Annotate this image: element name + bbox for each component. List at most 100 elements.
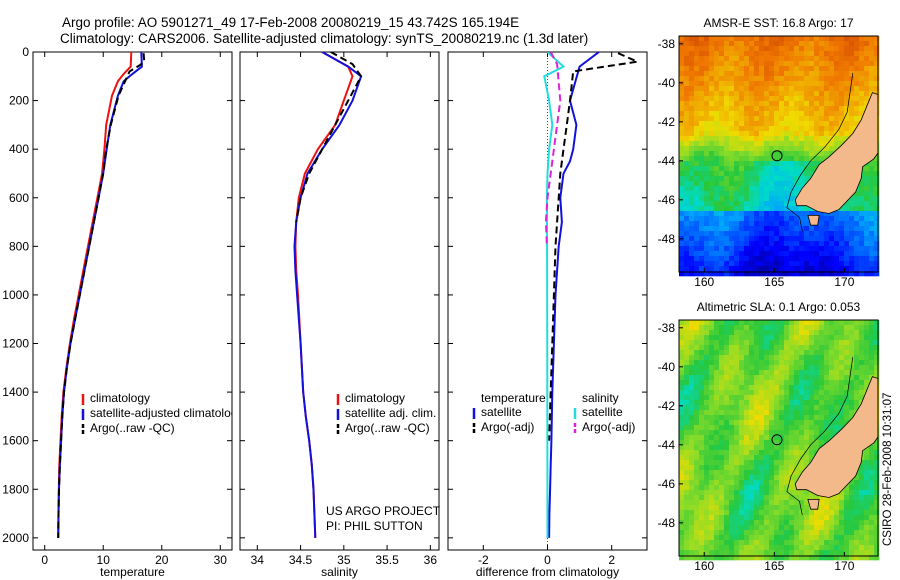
map-cell bbox=[819, 251, 825, 257]
map-cell bbox=[774, 515, 780, 521]
map-cell bbox=[769, 385, 775, 391]
map-cell bbox=[819, 131, 825, 137]
map-cell bbox=[814, 61, 820, 67]
map-cell bbox=[764, 530, 770, 536]
map-cell bbox=[799, 41, 805, 47]
map-cell bbox=[779, 61, 785, 67]
map-cell bbox=[824, 136, 830, 142]
map-cell bbox=[859, 460, 865, 466]
map-cell bbox=[694, 221, 700, 227]
map-cell bbox=[819, 330, 825, 336]
map-cell bbox=[724, 405, 730, 411]
map-cell bbox=[804, 395, 810, 401]
map-cell bbox=[839, 325, 845, 331]
map-cell bbox=[679, 465, 685, 471]
map-cell bbox=[774, 365, 780, 371]
map-cell bbox=[789, 350, 795, 356]
map-cell bbox=[714, 266, 720, 272]
map-cell bbox=[764, 500, 770, 506]
map-cell bbox=[819, 365, 825, 371]
map-cell bbox=[759, 151, 765, 157]
map-cell bbox=[784, 535, 790, 541]
y-tick-label: 1000 bbox=[2, 288, 29, 302]
map-cell bbox=[819, 56, 825, 62]
map-cell bbox=[759, 206, 765, 212]
map-cell bbox=[699, 271, 705, 277]
map-y-tick-label: -48 bbox=[658, 516, 676, 530]
map-cell bbox=[769, 520, 775, 526]
map-cell bbox=[709, 390, 715, 396]
map-cell bbox=[679, 241, 685, 247]
map-cell bbox=[749, 460, 755, 466]
map-cell bbox=[739, 375, 745, 381]
map-cell bbox=[704, 106, 710, 112]
map-cell bbox=[709, 156, 715, 162]
map-cell bbox=[784, 156, 790, 162]
map-cell bbox=[769, 191, 775, 197]
map-cell bbox=[769, 440, 775, 446]
map-cell bbox=[764, 325, 770, 331]
map-cell bbox=[774, 56, 780, 62]
map-cell bbox=[679, 365, 685, 371]
map-cell bbox=[799, 375, 805, 381]
map-cell bbox=[734, 525, 740, 531]
map-cell bbox=[834, 56, 840, 62]
map-cell bbox=[734, 151, 740, 157]
map-cell bbox=[799, 345, 805, 351]
map-cell bbox=[709, 440, 715, 446]
map-cell bbox=[749, 540, 755, 546]
map-cell bbox=[754, 226, 760, 232]
y-tick-label: 1800 bbox=[2, 482, 29, 496]
map-cell bbox=[729, 176, 735, 182]
map-cell bbox=[724, 340, 730, 346]
map-cell bbox=[839, 355, 845, 361]
map-cell bbox=[799, 66, 805, 72]
map-cell bbox=[754, 96, 760, 102]
map-cell bbox=[684, 550, 690, 556]
map-cell bbox=[859, 475, 865, 481]
map-cell bbox=[799, 231, 805, 237]
map-cell bbox=[694, 550, 700, 556]
map-cell bbox=[739, 325, 745, 331]
map-cell bbox=[714, 410, 720, 416]
map-cell bbox=[764, 380, 770, 386]
map-cell bbox=[784, 430, 790, 436]
map-cell bbox=[829, 41, 835, 47]
map-cell bbox=[699, 151, 705, 157]
map-cell bbox=[749, 410, 755, 416]
map-cell bbox=[779, 46, 785, 52]
map-cell bbox=[814, 136, 820, 142]
map-cell bbox=[779, 226, 785, 232]
map-cell bbox=[804, 241, 810, 247]
map-cell bbox=[694, 121, 700, 127]
map-cell bbox=[829, 81, 835, 87]
map-cell bbox=[709, 365, 715, 371]
map-cell bbox=[779, 241, 785, 247]
map-cell bbox=[704, 530, 710, 536]
map-cell bbox=[814, 91, 820, 97]
map-cell bbox=[829, 360, 835, 366]
map-cell bbox=[819, 395, 825, 401]
map-cell bbox=[774, 146, 780, 152]
map-cell bbox=[684, 510, 690, 516]
map-cell bbox=[754, 350, 760, 356]
map-y-tick-label: -44 bbox=[658, 438, 676, 452]
map-cell bbox=[864, 56, 870, 62]
map-cell bbox=[814, 445, 820, 451]
map-cell bbox=[774, 206, 780, 212]
map-cell bbox=[839, 86, 845, 92]
map-cell bbox=[874, 71, 880, 77]
map-cell bbox=[844, 345, 850, 351]
map-cell bbox=[684, 56, 690, 62]
map-cell bbox=[754, 330, 760, 336]
map-cell bbox=[789, 96, 795, 102]
legend-sal-argo-label: Argo(-adj) bbox=[582, 420, 635, 434]
map-cell bbox=[829, 365, 835, 371]
map-cell bbox=[714, 435, 720, 441]
map-cell bbox=[769, 91, 775, 97]
map-cell bbox=[799, 385, 805, 391]
map-cell bbox=[789, 435, 795, 441]
map-cell bbox=[864, 515, 870, 521]
map-cell bbox=[789, 151, 795, 157]
